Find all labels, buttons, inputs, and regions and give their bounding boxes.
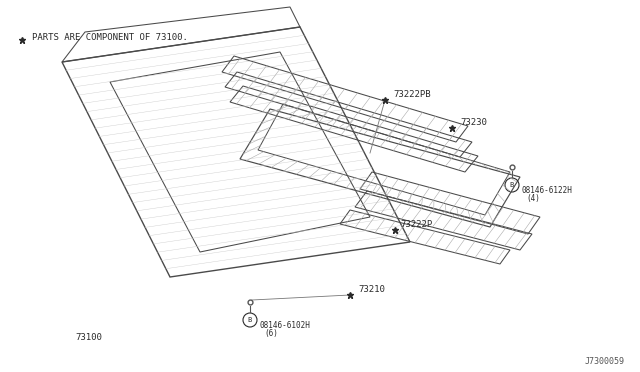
- Text: 73222PB: 73222PB: [393, 90, 431, 99]
- Text: J7300059: J7300059: [585, 357, 625, 366]
- Text: (4): (4): [526, 194, 540, 203]
- Text: 73230: 73230: [460, 118, 487, 127]
- Text: 08146-6122H: 08146-6122H: [522, 186, 573, 195]
- Text: 08146-6102H: 08146-6102H: [260, 321, 311, 330]
- Text: 73100: 73100: [75, 333, 102, 342]
- Text: (6): (6): [264, 329, 278, 338]
- Text: B: B: [510, 182, 514, 188]
- Text: 73222P: 73222P: [400, 220, 432, 229]
- Text: PARTS ARE COMPONENT OF 73100.: PARTS ARE COMPONENT OF 73100.: [32, 33, 188, 42]
- Text: B: B: [248, 317, 252, 323]
- Text: 73210: 73210: [358, 285, 385, 294]
